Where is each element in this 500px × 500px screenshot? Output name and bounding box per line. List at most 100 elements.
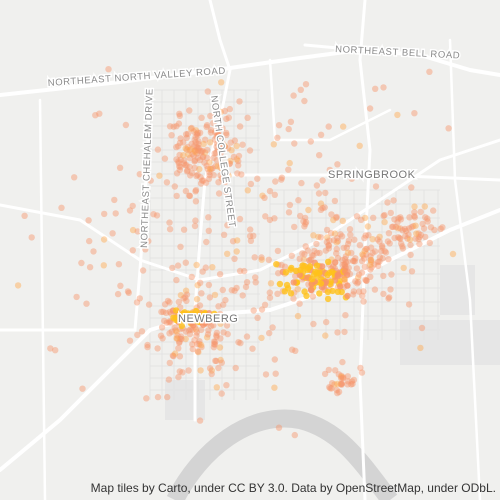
point-marker [362,232,369,239]
point-marker [341,255,349,263]
point-marker [185,151,192,158]
point-marker [327,385,334,392]
point-marker [101,210,108,218]
point-marker [348,378,356,385]
point-marker [398,240,405,247]
point-marker [223,382,230,389]
point-marker [208,367,215,374]
point-marker [366,105,374,112]
point-marker [290,295,297,302]
point-marker [411,212,418,220]
point-marker [302,220,309,228]
point-marker [177,333,185,340]
point-marker [405,231,412,238]
point-marker [176,163,183,170]
point-marker [310,320,317,328]
point-marker [391,234,398,242]
point-marker [338,373,345,381]
point-marker [182,145,189,152]
point-marker [361,263,369,270]
point-marker [193,261,200,269]
point-marker [190,152,197,159]
point-marker [289,346,296,353]
point-marker [333,250,340,257]
point-marker [193,130,201,138]
point-marker [385,230,393,237]
point-marker [389,223,397,230]
point-marker [192,188,199,195]
point-marker [363,277,370,284]
point-marker [202,179,210,186]
point-marker [235,339,242,346]
point-marker [144,341,151,349]
point-marker [287,118,295,126]
point-marker [325,242,332,249]
point-marker [301,97,308,105]
point-marker [231,287,238,294]
point-marker [331,197,339,205]
point-marker [339,261,346,269]
point-marker [213,157,221,164]
point-marker [168,328,175,335]
point-marker [218,79,225,86]
point-marker [341,261,348,269]
point-marker [321,204,328,211]
point-marker [325,242,332,249]
point-marker [176,339,183,346]
point-marker [324,271,331,279]
point-marker [192,198,200,205]
point-marker [386,294,393,301]
point-marker [274,247,282,255]
point-marker [399,227,406,234]
point-markers [14,66,457,439]
point-marker [221,142,228,150]
point-marker [402,227,410,235]
point-marker [194,340,201,348]
point-marker [184,130,192,138]
point-marker [124,288,132,295]
point-marker [330,237,338,244]
point-marker [358,369,366,376]
point-marker [254,314,261,321]
point-marker [299,250,306,257]
point-marker [278,176,285,183]
point-marker [47,345,54,352]
point-marker [182,259,189,266]
point-marker [388,271,395,278]
point-marker [52,347,59,354]
point-marker [14,282,22,289]
point-marker [176,166,183,174]
point-marker [235,162,242,169]
point-marker [192,133,199,141]
point-marker [164,393,171,401]
point-marker [262,213,269,220]
point-marker [188,140,195,148]
point-marker [322,247,329,254]
point-marker [177,156,184,163]
point-marker [350,291,357,298]
point-marker [376,238,383,245]
point-marker [344,292,351,300]
point-marker [191,158,198,165]
point-marker [215,315,223,322]
point-marker [206,294,214,301]
point-marker [173,276,180,284]
point-marker [329,287,336,295]
point-marker [252,279,259,286]
point-marker [183,291,191,298]
point-marker [136,171,143,178]
point-marker [394,111,401,119]
point-marker [205,227,212,234]
point-marker [213,333,220,340]
point-marker [176,112,183,120]
point-marker [112,210,119,217]
point-marker [236,123,244,130]
point-marker [203,123,210,130]
point-marker [191,164,198,172]
point-marker [325,245,333,252]
point-marker [86,264,94,271]
point-marker [411,214,418,221]
point-marker [234,170,241,177]
point-marker [129,247,136,254]
